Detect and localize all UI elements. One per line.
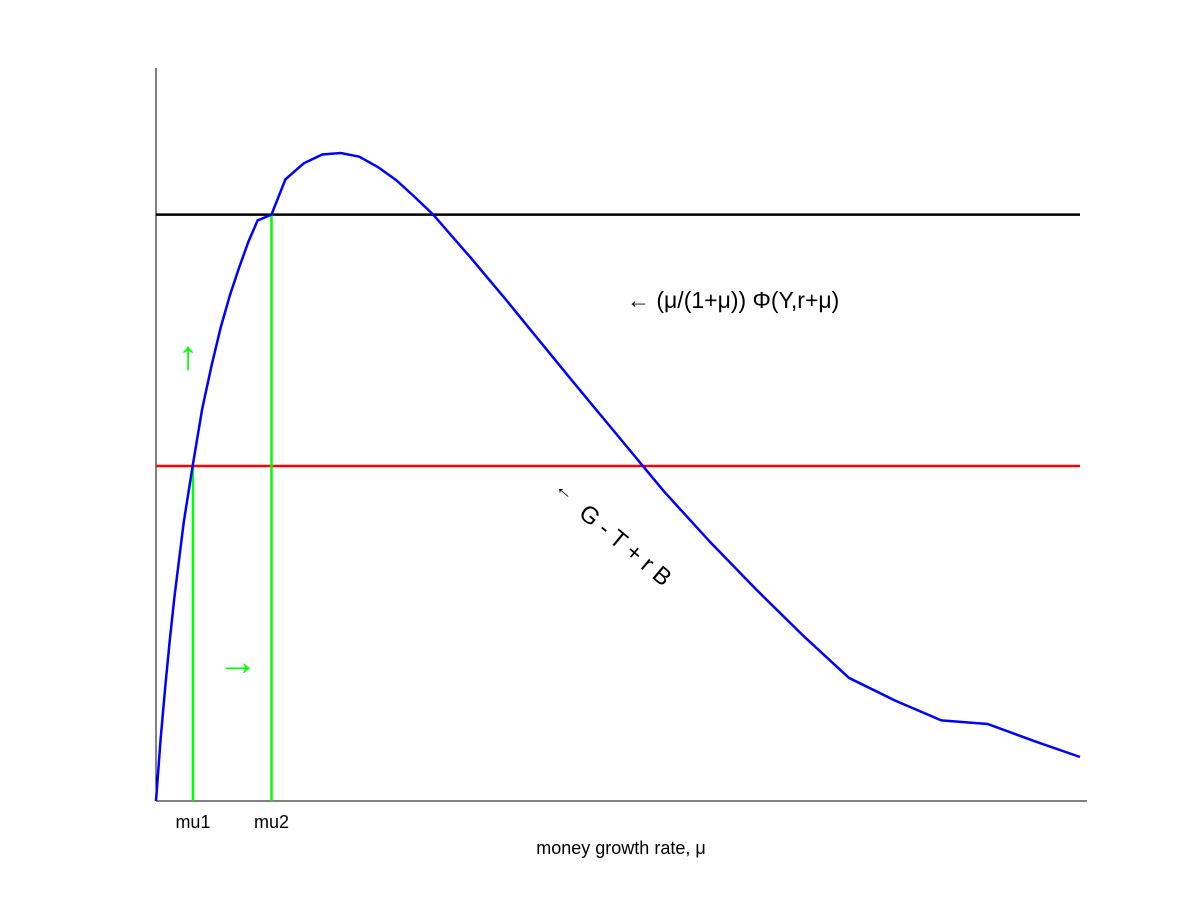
- curve-line: [154, 151, 1081, 802]
- curve-annotation: ← (μ/(1+μ)) Φ(Y,r+μ): [627, 287, 839, 313]
- up-arrow-icon: ↑: [178, 334, 198, 378]
- x-tick-label-mu1: mu1: [175, 812, 210, 832]
- x-axis-label: money growth rate, μ: [536, 838, 705, 858]
- axes: [155, 68, 1087, 802]
- red-line-annotation: G - T + r B: [574, 499, 677, 592]
- right-arrow-icon: →: [218, 640, 258, 684]
- red-line-annotation-arrow: ←: [551, 476, 580, 506]
- x-tick-label-mu2: mu2: [254, 812, 289, 832]
